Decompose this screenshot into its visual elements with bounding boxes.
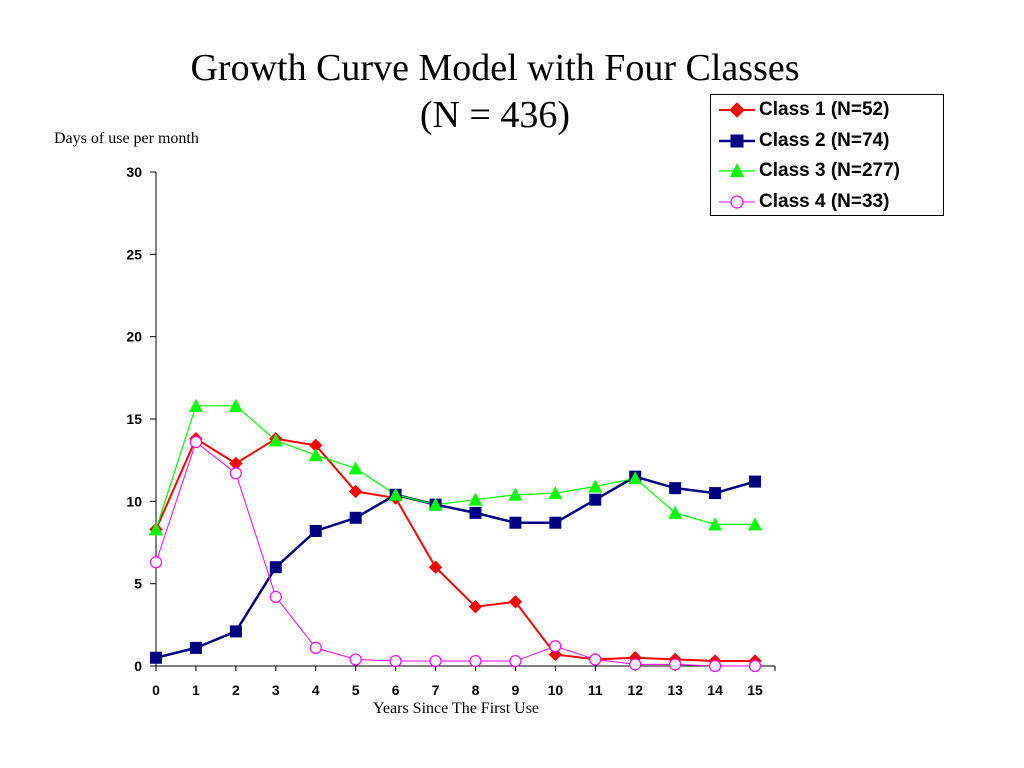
data-point-class-3 [548, 486, 563, 500]
data-point-class-3 [588, 479, 603, 493]
data-point-class-1 [468, 600, 483, 614]
x-tick-label: 6 [392, 682, 400, 698]
data-point-class-3 [348, 461, 363, 475]
data-point-class-3 [428, 497, 443, 511]
data-point-class-1 [508, 595, 523, 609]
y-tick-label: 15 [126, 411, 142, 427]
data-point-class-4 [269, 590, 282, 603]
legend-swatch-class-1 [719, 102, 755, 118]
legend-label-class-1: Class 1 (N=52) [759, 99, 890, 120]
x-axis-label: Years Since The First Use [372, 700, 540, 717]
legend-label-class-2: Class 2 (N=74) [759, 130, 890, 151]
data-point-class-2 [150, 651, 162, 664]
legend-swatch-class-4 [719, 195, 755, 209]
legend-item-class-2: Class 2 (N=74) [711, 126, 943, 156]
data-point-class-4 [189, 435, 203, 449]
data-point-class-2 [709, 487, 722, 500]
data-point-class-3 [668, 505, 683, 519]
data-point-class-2 [589, 493, 602, 506]
legend-swatch-class-2 [719, 134, 755, 148]
data-point-class-4 [629, 658, 642, 671]
data-point-class-2 [189, 641, 202, 654]
x-tick-label: 7 [432, 682, 440, 698]
data-point-class-2 [469, 506, 482, 519]
data-point-class-2 [749, 475, 762, 488]
legend-label-class-4: Class 4 (N=33) [759, 191, 890, 212]
data-point-class-2 [349, 511, 362, 524]
y-tick-label: 25 [126, 246, 142, 262]
series-line-class-4 [155, 441, 756, 667]
series-line-class-1 [155, 437, 756, 663]
x-tick-label: 15 [747, 682, 763, 698]
x-tick-label: 13 [667, 682, 683, 698]
y-axis-label: Days of use per month [54, 130, 199, 147]
data-point-class-3 [508, 487, 523, 501]
x-tick-label: 2 [232, 682, 240, 698]
legend-label-class-3: Class 3 (N=277) [759, 160, 900, 181]
series-line-class-2 [155, 475, 756, 659]
data-point-class-2 [229, 625, 242, 638]
y-tick-label: 30 [126, 164, 142, 180]
data-point-class-1 [428, 560, 443, 574]
data-point-class-3 [228, 398, 243, 412]
data-point-class-3 [149, 522, 163, 536]
series-line-class-3 [155, 405, 756, 530]
data-point-class-4 [149, 556, 163, 569]
data-point-class-2 [269, 561, 282, 574]
x-tick-label: 10 [548, 682, 564, 698]
data-point-class-2 [549, 516, 562, 529]
data-point-class-4 [669, 658, 682, 671]
legend-item-class-3: Class 3 (N=277) [711, 156, 943, 186]
data-point-class-4 [509, 654, 522, 668]
data-point-class-3 [308, 448, 323, 462]
y-tick-label: 5 [134, 576, 142, 592]
data-point-class-3 [708, 517, 723, 531]
x-tick-label: 1 [192, 682, 200, 698]
y-tick-label: 0 [134, 658, 142, 674]
data-point-class-3 [268, 433, 283, 447]
data-point-class-4 [309, 641, 322, 654]
y-tick-label: 20 [126, 329, 142, 345]
x-tick-label: 11 [588, 682, 603, 698]
legend-item-class-4: Class 4 (N=33) [711, 187, 943, 217]
data-point-class-4 [549, 640, 562, 653]
y-tick-label: 10 [126, 493, 142, 509]
data-point-class-4 [589, 653, 602, 666]
data-point-class-2 [669, 482, 682, 495]
data-point-class-3 [188, 398, 203, 412]
data-point-class-4 [349, 653, 362, 666]
data-point-class-3 [468, 492, 483, 506]
data-point-class-4 [469, 654, 482, 668]
x-tick-label: 8 [472, 682, 480, 698]
data-point-class-4 [708, 659, 722, 673]
data-point-class-3 [388, 487, 403, 501]
x-tick-label: 5 [352, 682, 360, 698]
x-tick-label: 12 [627, 682, 643, 698]
legend-swatch-class-3 [719, 163, 755, 177]
data-point-class-4 [429, 654, 442, 668]
chart-title: Growth Curve Model with Four Classes [190, 47, 800, 89]
legend: Class 1 (N=52) Class 2 (N=74) Class 3 (N… [710, 94, 944, 216]
x-tick-label: 4 [312, 682, 320, 698]
x-tick-label: 3 [272, 682, 280, 698]
data-point-class-4 [748, 659, 762, 673]
data-point-class-4 [229, 467, 242, 480]
data-point-class-4 [389, 654, 402, 668]
data-point-class-1 [348, 484, 363, 499]
x-tick-label: 14 [707, 682, 723, 698]
data-point-class-3 [628, 471, 643, 485]
x-tick-label: 0 [152, 682, 160, 698]
chart-subtitle: (N = 436) [419, 94, 571, 136]
data-point-class-3 [748, 517, 763, 531]
data-point-class-2 [509, 516, 522, 529]
x-tick-label: 9 [512, 682, 520, 698]
data-point-class-2 [309, 524, 322, 537]
legend-item-class-1: Class 1 (N=52) [711, 95, 943, 125]
